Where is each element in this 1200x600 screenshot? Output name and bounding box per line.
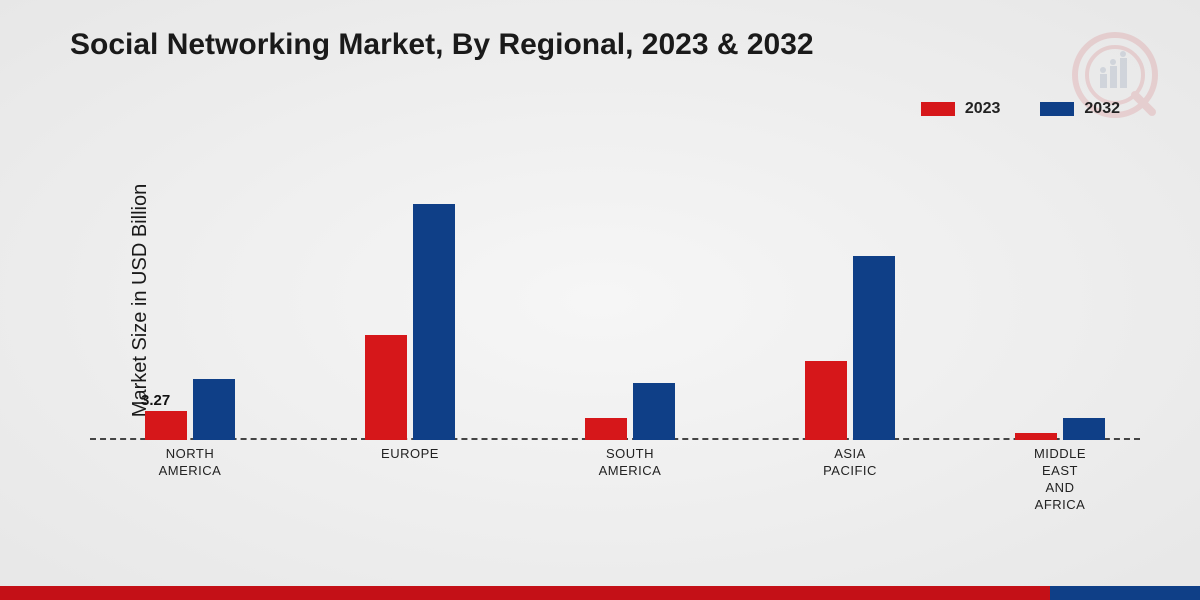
footer-bar	[0, 586, 1200, 600]
legend-swatch-2023	[921, 102, 955, 116]
bar-group	[340, 204, 480, 440]
bar-group: 3.27	[120, 379, 260, 440]
bar-2032	[413, 204, 455, 440]
bar-2023	[805, 361, 847, 440]
bar-2023	[1015, 433, 1057, 440]
page-container: Social Networking Market, By Regional, 2…	[0, 0, 1200, 600]
footer-side	[1050, 586, 1200, 600]
footer-main	[0, 586, 1200, 600]
x-axis-category-label: EUROPE	[340, 446, 480, 463]
x-axis-category-label: SOUTH AMERICA	[560, 446, 700, 480]
legend-item-2032: 2032	[1040, 100, 1120, 118]
legend-item-2023: 2023	[921, 100, 1001, 118]
legend: 2023 2032	[921, 100, 1120, 118]
bar-2032	[853, 256, 895, 440]
bar-value-label: 3.27	[141, 392, 170, 409]
x-axis-category-label: NORTH AMERICA	[120, 446, 260, 480]
legend-label-2023: 2023	[965, 100, 1001, 118]
plot-area: 3.27	[90, 160, 1140, 440]
x-axis-category-label: MIDDLE EAST AND AFRICA	[990, 446, 1130, 514]
legend-swatch-2032	[1040, 102, 1074, 116]
chart-title: Social Networking Market, By Regional, 2…	[70, 28, 814, 62]
bar-2023	[145, 411, 187, 440]
bar-2032	[1063, 418, 1105, 440]
bar-2023	[365, 335, 407, 440]
bar-group	[990, 418, 1130, 440]
legend-label-2032: 2032	[1084, 100, 1120, 118]
bar-2032	[193, 379, 235, 440]
bar-2032	[633, 383, 675, 440]
bar-2023	[585, 418, 627, 440]
x-axis-category-label: ASIA PACIFIC	[780, 446, 920, 480]
bar-group	[780, 256, 920, 440]
bar-group	[560, 383, 700, 440]
